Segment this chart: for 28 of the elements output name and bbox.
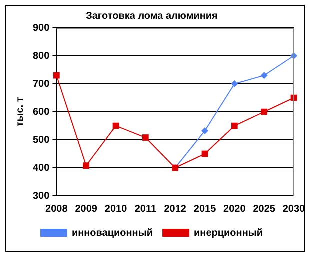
x-tick-label: 2025 [253,204,276,215]
y-tick-label: 700 [32,78,50,90]
x-tick-label: 2012 [164,204,187,215]
y-tick-label: 500 [32,134,50,146]
point [231,80,238,88]
point [260,72,268,80]
y-tick-label: 300 [32,190,50,202]
point [142,134,149,141]
y-tick-label: 600 [32,106,50,118]
point [54,72,60,79]
x-tick-label: 2015 [194,204,217,215]
x-tick-label: 2009 [75,204,98,215]
x-tick-label: 2030 [282,204,306,215]
y-tick-label: 400 [32,162,50,174]
point [231,122,238,130]
y-tick-label: 800 [32,50,50,62]
point [202,128,209,135]
chart-title: Заготовка лома алюминия [86,10,218,22]
x-tick-label: 2011 [134,204,157,215]
point [261,108,268,116]
x-tick-label: 2020 [224,204,246,215]
y-axis-title: тыс. т [14,97,26,127]
legend-label: инерционный [194,228,264,239]
point [83,162,90,169]
x-tick-label: 2008 [46,204,68,215]
legend-label: инновационный [72,228,154,239]
y-tick-label: 900 [32,22,50,34]
x-tick-label: 2010 [104,204,128,215]
